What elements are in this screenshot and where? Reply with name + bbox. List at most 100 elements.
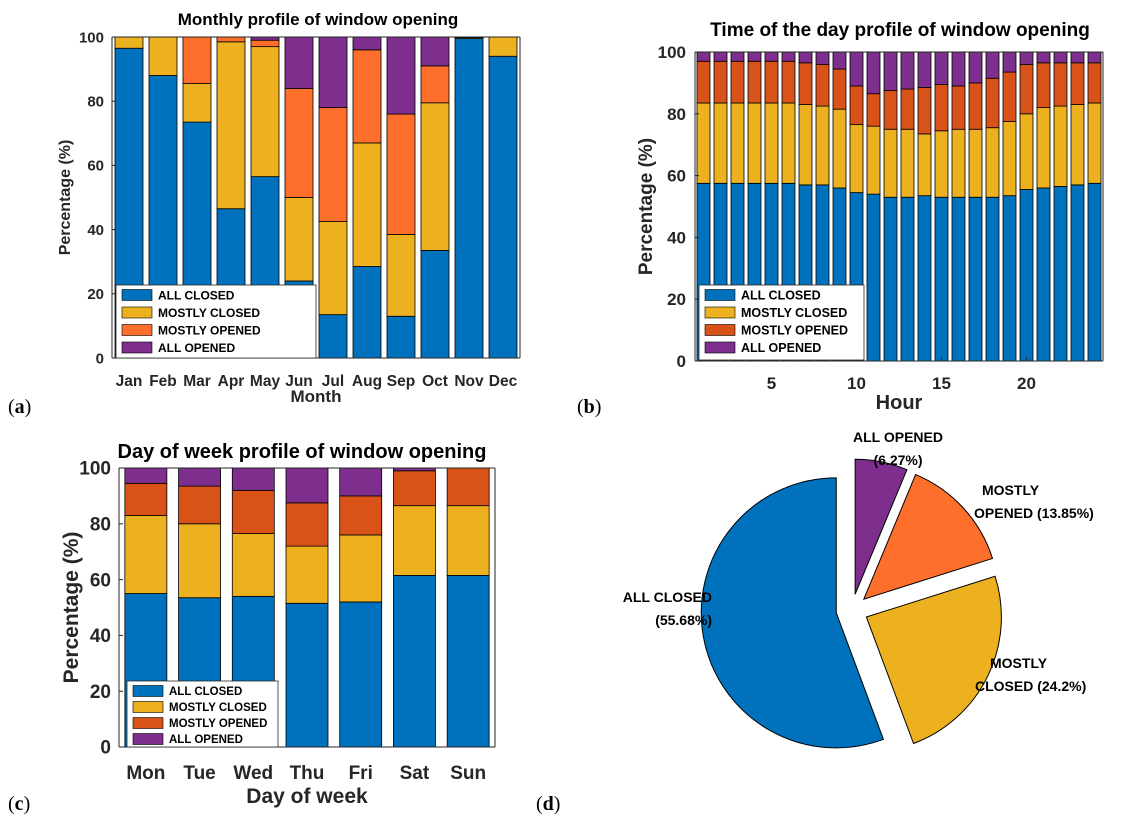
pie-label-name: MOSTLY (990, 655, 1048, 671)
chart-d: ALL OPENED (6.27%) MOSTLY OPENED (13.85%) MO… (623, 429, 1094, 749)
bar-segment (764, 102, 779, 184)
pie-label-value: CLOSED (24.2%) (975, 678, 1086, 694)
bar-segment (488, 55, 518, 359)
pie-label-name: ALL CLOSED (623, 589, 712, 605)
bar-segment (488, 36, 518, 57)
bar-segment (1036, 62, 1051, 109)
y-tick-label: 60 (87, 158, 104, 175)
bar-segment (339, 467, 383, 497)
bar-segment (934, 130, 949, 198)
bar-segment (285, 602, 329, 748)
pie-slice (854, 458, 908, 595)
legend-swatch (704, 324, 736, 336)
bar-segment (917, 195, 932, 362)
pie-slice (865, 575, 1002, 745)
pie-label-value: OPENED (13.85%) (974, 505, 1094, 521)
legend-swatch (704, 289, 736, 301)
bar-segment (178, 467, 221, 487)
x-tick-label: 15 (932, 374, 951, 393)
y-axis-label: Percentage (%) (60, 532, 83, 684)
bar-segment (900, 51, 915, 90)
bar-segment (1053, 51, 1068, 64)
y-tick-label: 80 (87, 93, 104, 110)
legend-label: MOSTLY OPENED (158, 323, 261, 337)
bar-segment (900, 88, 915, 130)
bar-segment (1070, 104, 1085, 186)
x-tick-label: Jul (322, 373, 344, 390)
bar-segment (352, 142, 382, 267)
bar-segment (713, 60, 728, 104)
bar-segment (1087, 182, 1102, 362)
legend-label: ALL OPENED (169, 734, 243, 746)
x-axis-label: Hour (876, 392, 923, 414)
y-tick-label: 60 (90, 570, 111, 591)
bar-segment (713, 51, 728, 62)
x-tick-label: Jun (285, 373, 313, 390)
x-axis-label: Day of week (246, 785, 368, 808)
x-axis-label: Month (291, 387, 342, 406)
bar-segment (446, 575, 490, 748)
bar-segment (968, 196, 983, 362)
bar-segment (696, 60, 711, 104)
chart-title: Day of week profile of window opening (118, 441, 487, 463)
y-tick-label: 60 (667, 167, 686, 186)
bar-segment (124, 515, 168, 594)
x-tick-label: Tue (183, 763, 215, 784)
bar-segment (124, 482, 168, 516)
bar-segment (250, 39, 280, 48)
bar-segment (798, 104, 813, 186)
legend-swatch (121, 341, 153, 354)
bar-segment (798, 62, 813, 105)
bar-segment (1019, 51, 1034, 65)
bar-segment (917, 51, 932, 88)
bar-segment (934, 84, 949, 132)
bar-segment (352, 49, 382, 144)
bar-segment (386, 36, 416, 115)
bar-segment (393, 505, 436, 576)
bar-segment (781, 51, 796, 62)
bar-segment (420, 250, 450, 359)
y-axis-label: Percentage (%) (57, 140, 74, 256)
bar-segment (284, 36, 314, 89)
bar-segment (917, 133, 932, 197)
bar-segment (1070, 184, 1085, 362)
bar-segment (1019, 63, 1034, 115)
y-tick-label: 20 (90, 682, 111, 703)
bar-segment (182, 36, 212, 84)
y-tick-label: 80 (90, 514, 111, 535)
bar-segment (883, 128, 898, 198)
bar-segment (1087, 102, 1102, 184)
bar-segment (446, 467, 490, 507)
pie-label-value: (55.68%) (655, 612, 712, 628)
bar-segment (934, 51, 949, 85)
bar-segment (866, 93, 881, 127)
bar-segment (934, 196, 949, 362)
y-tick-label: 0 (677, 352, 686, 371)
y-tick-label: 100 (79, 29, 104, 46)
bar-segment (747, 51, 762, 62)
bar-segment (216, 41, 246, 210)
y-tick-label: 40 (90, 626, 111, 647)
bar-segment (968, 51, 983, 84)
legend-swatch (132, 685, 164, 697)
bar-segment (696, 102, 711, 184)
bar-segment (114, 36, 144, 49)
chart-c: Day of week profile of window opening 0 20… (60, 441, 496, 808)
bar-segment (747, 102, 762, 184)
bar-segment (420, 65, 450, 104)
bar-segment (318, 314, 348, 359)
bar-segment (1019, 189, 1034, 362)
bar-segment (1053, 186, 1068, 362)
bar-segment (781, 60, 796, 104)
bar-segment (318, 107, 348, 222)
panel-label-b: (b) (577, 396, 601, 418)
bar-segment (866, 51, 881, 95)
bar-segment (1002, 121, 1017, 197)
bar-segment (815, 51, 830, 65)
x-tick-label: Thu (290, 763, 325, 784)
bar-segment (832, 108, 847, 189)
bar-segment (182, 83, 212, 123)
panel-label-d: (d) (536, 793, 560, 815)
x-tick-label: Sat (400, 763, 430, 784)
bar-segment (951, 85, 966, 130)
